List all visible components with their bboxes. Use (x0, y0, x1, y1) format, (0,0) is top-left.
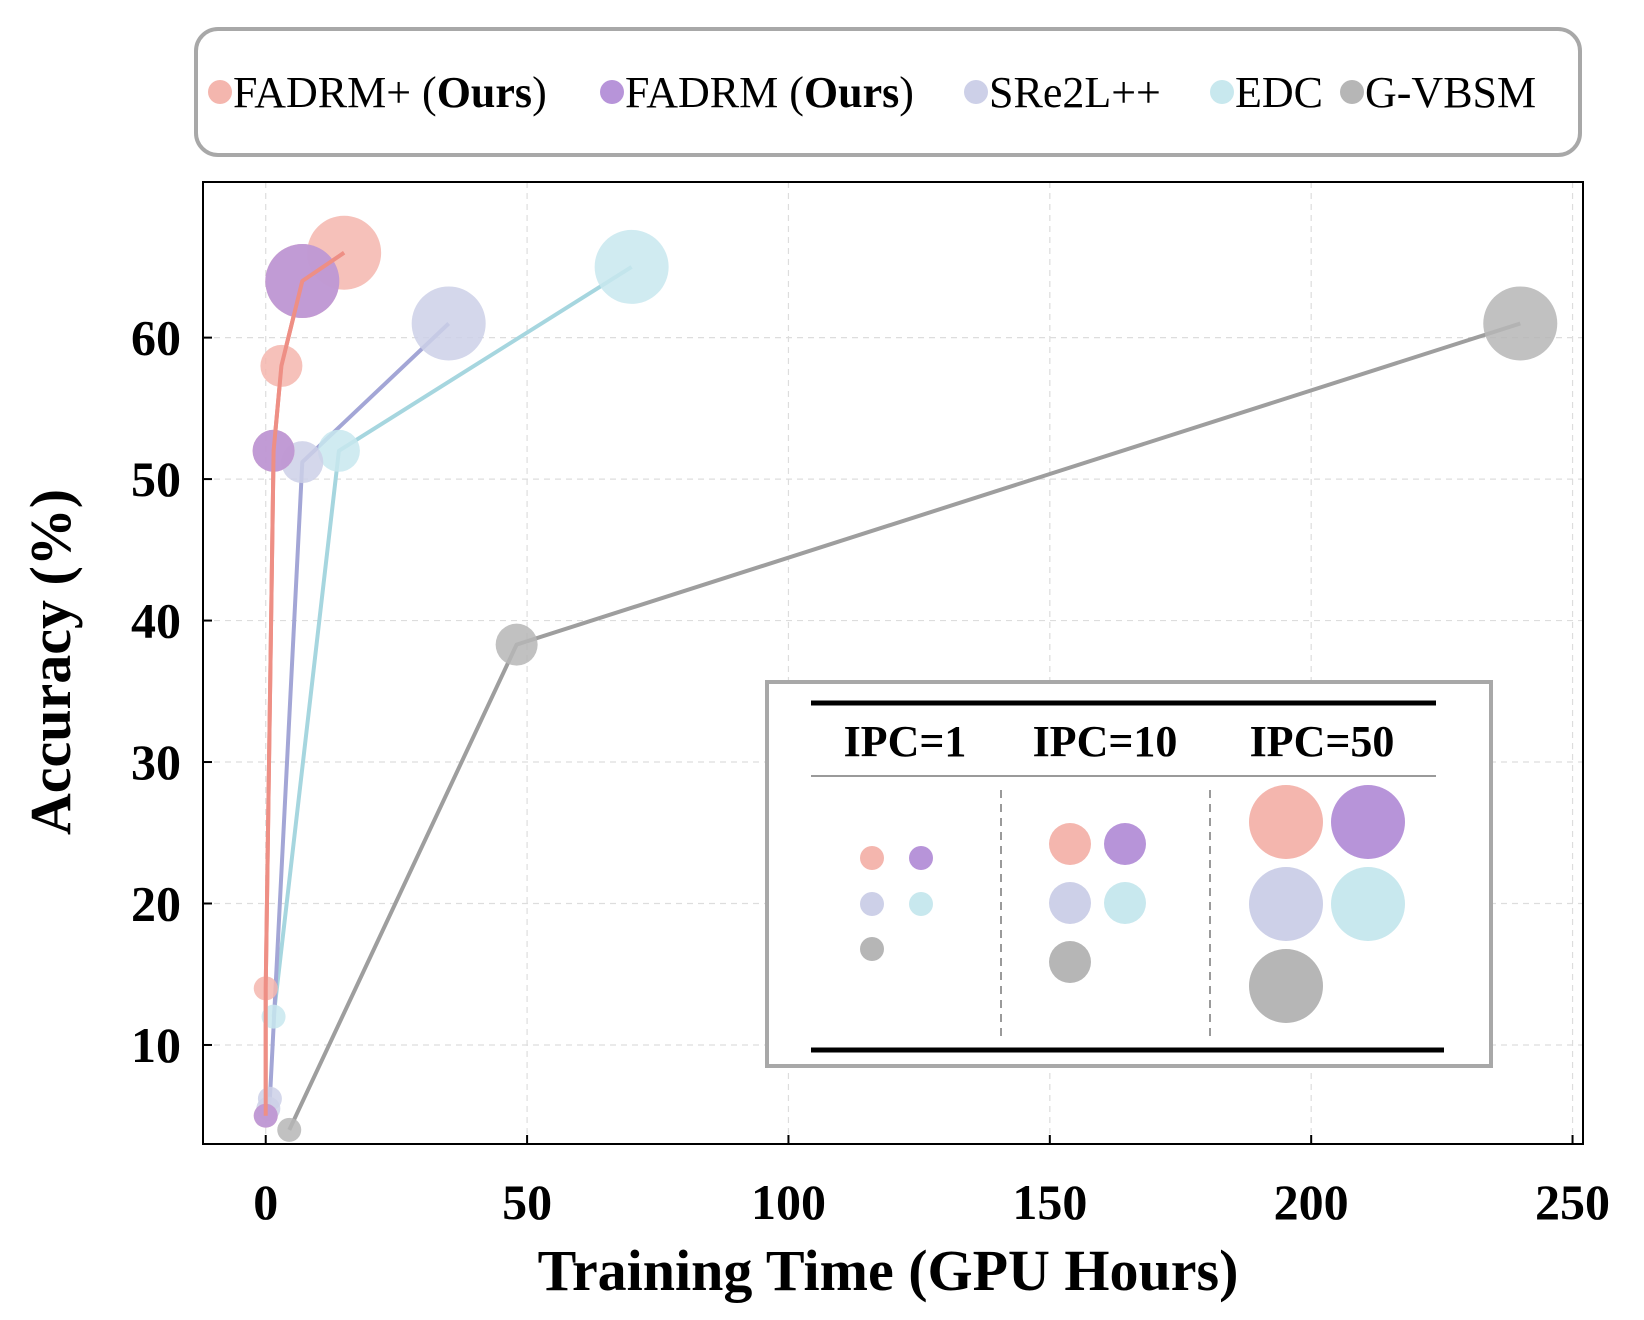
x-tick-label: 50 (502, 1174, 552, 1230)
legend-marker (600, 80, 624, 104)
ipc-1-header: IPC=1 (844, 717, 967, 766)
legend-marker (208, 80, 232, 104)
data-points (252, 215, 1558, 1142)
size-legend-bubble (1249, 785, 1323, 859)
size-legend-bubble (1249, 949, 1323, 1023)
ipc-size-legend: IPC=1 IPC=10 IPC=50 (765, 680, 1493, 1068)
legend-label: FADRM+ (Ours) (233, 68, 547, 117)
size-legend-bubble (860, 892, 884, 916)
y-tick-label: 30 (131, 734, 181, 790)
size-legend-bubble (1104, 882, 1146, 924)
legend-label: G-VBSM (1365, 68, 1536, 117)
size-legend-bubble (1049, 823, 1091, 865)
x-tick-label: 150 (1012, 1174, 1087, 1230)
legend: FADRM+ (Ours) FADRM (Ours) SRe2L++ EDC G-VBS… (194, 27, 1582, 157)
legend-label: FADRM (Ours) (625, 68, 914, 117)
y-tick-label: 60 (131, 310, 181, 366)
data-point (411, 286, 486, 361)
data-point (317, 429, 360, 472)
legend-label: SRe2L++ (989, 68, 1161, 117)
legend-marker (1210, 80, 1234, 104)
y-tick-label: 40 (131, 593, 181, 649)
data-point (495, 623, 538, 666)
size-legend-bubble (1249, 867, 1323, 941)
data-point (594, 229, 669, 304)
y-tick-label: 20 (131, 876, 181, 932)
x-axis-title: Training Time (GPU Hours) (538, 1238, 1239, 1303)
x-tick-label: 100 (751, 1174, 826, 1230)
size-legend-bubble (860, 846, 884, 870)
y-tick-label: 10 (131, 1017, 181, 1073)
y-axis-ticks: 10 20 30 40 50 60 (131, 310, 212, 1073)
x-tick-label: 200 (1274, 1174, 1349, 1230)
size-legend-bubble (1049, 882, 1091, 924)
data-point (1483, 286, 1558, 361)
size-legend-bubble (1104, 823, 1146, 865)
legend-marker (964, 80, 988, 104)
size-legend-bubble (909, 846, 933, 870)
size-legend-bubble (909, 892, 933, 916)
legend-box (194, 27, 1582, 157)
series-line (271, 265, 633, 1017)
legend-label: EDC (1235, 68, 1323, 117)
ipc-50-header: IPC=50 (1250, 717, 1395, 766)
data-point (277, 1117, 302, 1142)
legend-marker (1340, 80, 1364, 104)
y-tick-label: 50 (131, 451, 181, 507)
plot-frame (202, 181, 1584, 1145)
series-line (266, 322, 451, 1109)
y-axis-title: Accuracy (%) (18, 489, 83, 835)
size-legend-bubble (860, 937, 884, 961)
x-axis-ticks: 0 50 100 150 200 250 (253, 1135, 1610, 1230)
size-legend-bubble (1331, 785, 1405, 859)
x-tick-label: 250 (1535, 1174, 1610, 1230)
size-legend-bubble (1049, 941, 1091, 983)
series-line (263, 251, 346, 1116)
x-tick-label: 0 (253, 1174, 278, 1230)
data-point (253, 1103, 278, 1128)
size-legend-bubble (1331, 867, 1405, 941)
ipc-10-header: IPC=10 (1033, 717, 1178, 766)
